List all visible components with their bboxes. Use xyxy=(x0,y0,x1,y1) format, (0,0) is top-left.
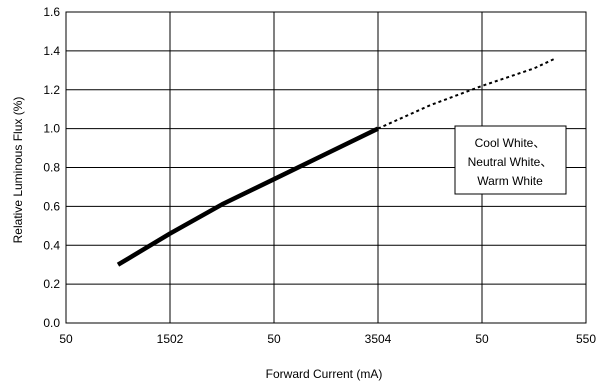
x-tick-label: 3504 xyxy=(365,332,392,346)
legend-line-1: Cool White、 xyxy=(475,136,546,150)
y-tick-label: 1.2 xyxy=(43,83,60,97)
series-line-solid xyxy=(116,126,379,267)
x-axis-label: Forward Current (mA) xyxy=(266,367,383,381)
y-tick-label: 0.8 xyxy=(43,161,60,175)
y-tick-label: 1.4 xyxy=(43,44,60,58)
x-tick-label: 50 xyxy=(267,332,281,346)
series-line-dotted xyxy=(377,57,556,130)
x-tick-labels: 50 1502 50 3504 50 550 xyxy=(59,332,596,346)
y-tick-label: 0.0 xyxy=(43,316,60,330)
y-tick-label: 0.2 xyxy=(43,277,60,291)
y-tick-labels: 0.0 0.2 0.4 0.6 0.8 1.0 1.2 1.4 1.6 xyxy=(43,5,60,330)
legend: Cool White、 Neutral White、 Warm White xyxy=(454,125,567,195)
x-tick-label: 50 xyxy=(59,332,73,346)
legend-line-3: Warm White xyxy=(477,174,543,188)
x-tick-label: 550 xyxy=(576,332,596,346)
plot-frame xyxy=(65,11,587,324)
y-axis-label: Relative Luminous Flux (%) xyxy=(11,97,25,244)
y-tick-label: 1.0 xyxy=(43,122,60,136)
y-tick-label: 0.4 xyxy=(43,238,60,252)
y-tick-label: 0.6 xyxy=(43,199,60,213)
legend-line-2: Neutral White、 xyxy=(468,155,553,169)
series-group xyxy=(116,57,556,267)
legend-box xyxy=(454,125,567,195)
y-tick-label: 1.6 xyxy=(43,5,60,19)
x-tick-label: 1502 xyxy=(157,332,184,346)
x-tick-label: 50 xyxy=(475,332,489,346)
